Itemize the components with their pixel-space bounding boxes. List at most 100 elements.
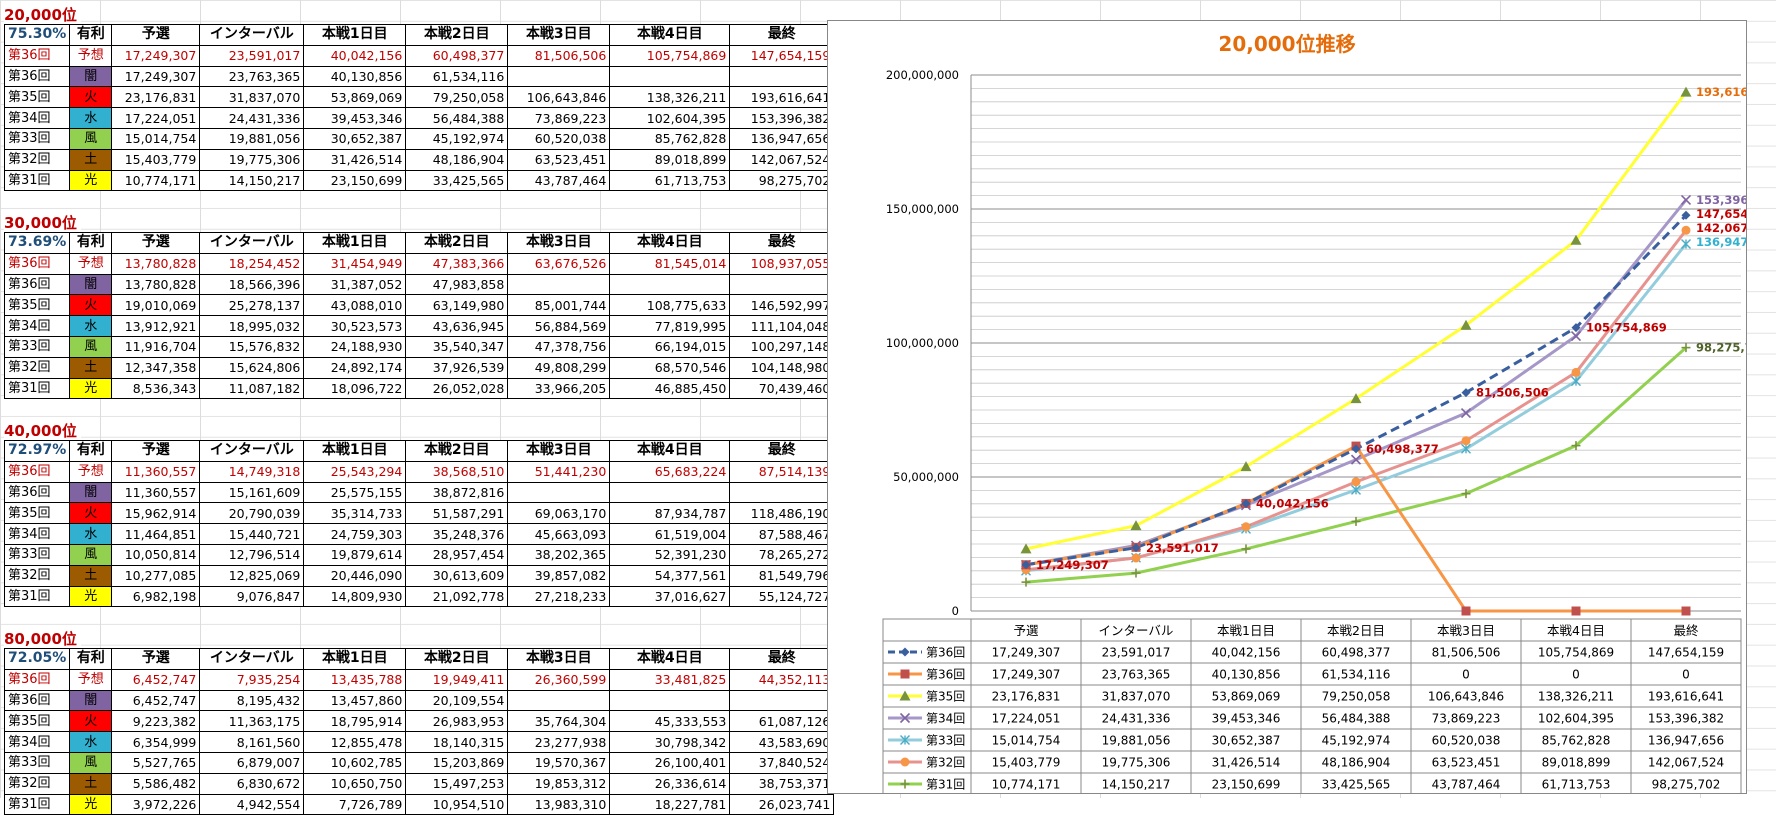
value-cell: 37,926,539 [405,356,509,379]
value-cell: 19,775,306 [199,148,305,171]
value-cell: 17,224,051 [111,107,201,129]
attribute-cell: 風 [69,127,113,150]
data-table-cell: 15,014,754 [992,734,1061,748]
value-cell: 47,983,858 [405,273,509,296]
value-cell: 10,277,085 [111,564,201,587]
value-cell: 51,441,230 [507,460,611,483]
value-cell: 111,104,048 [729,315,835,337]
marker-triangle [1680,86,1692,97]
value-cell: 87,588,467 [729,523,835,545]
value-cell: 15,440,721 [199,523,305,545]
value-cell: 18,995,032 [199,315,305,337]
value-cell: 45,192,974 [405,127,509,150]
value-cell: 10,650,750 [303,772,407,795]
event-label: 第36回 [3,481,71,504]
data-table-cell: 63,523,451 [1432,756,1501,770]
data-label: 81,506,506 [1476,386,1549,400]
marker-x [1680,194,1692,205]
data-table-cell: 33,425,565 [1322,778,1391,792]
value-cell: 24,431,336 [199,107,305,129]
forecast-row: 第36回 予想 6,452,747 7,935,254 13,435,788 19,949… [3,668,835,691]
value-cell: 108,937,055 [729,252,835,275]
value-cell: 43,583,690 [729,731,835,753]
column-header: 本戦3日目 [507,24,611,46]
data-table-cell: 138,326,211 [1538,690,1614,704]
value-cell: 24,892,174 [303,356,407,379]
column-header: インターバル [199,648,305,670]
value-cell: 33,966,205 [507,377,611,400]
value-cell: 12,855,478 [303,731,407,753]
event-label: 第35回 [3,502,71,525]
event-label: 第31回 [3,585,71,608]
column-header: 本戦2日目 [405,648,509,670]
data-table-cell: 40,042,156 [1212,646,1281,660]
chart-panel[interactable]: 20,000位推移 0 50,000,000 100,000,000 150,000,0… [827,20,1776,796]
data-table-cell: 17,249,307 [992,646,1061,660]
value-cell: 15,403,779 [111,148,201,171]
data-table-cell: 23,591,017 [1102,646,1171,660]
value-cell: 6,830,672 [199,772,305,795]
value-cell: 40,042,156 [303,44,407,67]
value-cell: 15,497,253 [405,772,509,795]
value-cell: 23,150,699 [303,169,407,192]
series-line [1025,214,1688,567]
column-header: 本戦4日目 [609,440,731,462]
data-table-cell: 147,654,159 [1648,646,1724,660]
value-cell: 23,277,938 [507,731,611,753]
marker-diamond [1351,444,1361,454]
marker-diamond [1681,210,1691,220]
data-table-cell: 14,150,217 [1102,778,1171,792]
column-header: 予選 [111,440,201,462]
event-label: 第36回 [3,460,71,483]
ratio-percent: 72.97% [3,440,71,462]
event-label: 第36回 [3,44,71,67]
event-label: 第31回 [3,793,71,815]
data-table-cell: 106,643,846 [1428,690,1504,704]
column-header: 本戦1日目 [303,24,407,46]
value-cell: 33,481,825 [609,668,731,691]
column-header: 本戦4日目 [609,24,731,46]
value-cell: 40,130,856 [303,65,407,88]
value-cell: 19,010,069 [111,294,201,317]
table-row: 第36回闇 6,452,747 8,195,432 13,457,860 20,109,… [3,689,835,712]
value-cell: 24,188,930 [303,335,407,358]
value-cell: 11,464,851 [111,523,201,545]
attribute-cell: 土 [69,564,113,587]
data-label: 147,654,159 [1696,207,1746,221]
event-label: 第36回 [3,689,71,712]
value-cell: 45,663,093 [507,523,611,545]
event-label: 第35回 [3,294,71,317]
data-label: 23,591,017 [1146,541,1219,555]
value-cell: 11,916,704 [111,335,201,358]
data-label: 17,249,307 [1036,558,1109,572]
event-label: 第33回 [3,751,71,774]
data-table-cell: 19,881,056 [1102,734,1171,748]
value-cell [507,689,611,712]
value-cell: 3,972,226 [111,793,201,815]
table-row: 第32回土 15,403,779 19,775,306 31,426,514 48,18… [3,148,835,171]
value-cell: 30,613,609 [405,564,509,587]
data-table-cell: 15,403,779 [992,756,1061,770]
table-row: 第34回水 13,912,921 18,995,032 30,523,573 43,63… [3,315,835,337]
event-label: 第36回 [3,65,71,88]
value-cell: 6,879,007 [199,751,305,774]
value-cell: 49,808,299 [507,356,611,379]
marker-square [900,669,910,679]
value-cell: 13,780,828 [111,273,201,296]
table-row: 第36回闇 13,780,828 18,566,396 31,387,052 47,98… [3,273,835,296]
value-cell: 66,194,015 [609,335,731,358]
value-cell: 54,377,561 [609,564,731,587]
value-cell: 60,498,377 [405,44,509,67]
marker-square [1461,606,1471,616]
value-cell [507,65,611,88]
x-category-label: 本戦1日目 [1217,623,1275,638]
value-cell: 35,540,347 [405,335,509,358]
block-title: 20,000位 [4,4,81,25]
x-category-label: 本戦2日目 [1327,623,1385,638]
value-cell: 61,087,126 [729,710,835,733]
value-cell: 19,570,367 [507,751,611,774]
x-category-label: 最終 [1673,623,1699,638]
table-row: 第36回闇 11,360,557 15,161,609 25,575,155 38,87… [3,481,835,504]
value-cell: 10,774,171 [111,169,201,192]
event-label: 第34回 [3,523,71,545]
